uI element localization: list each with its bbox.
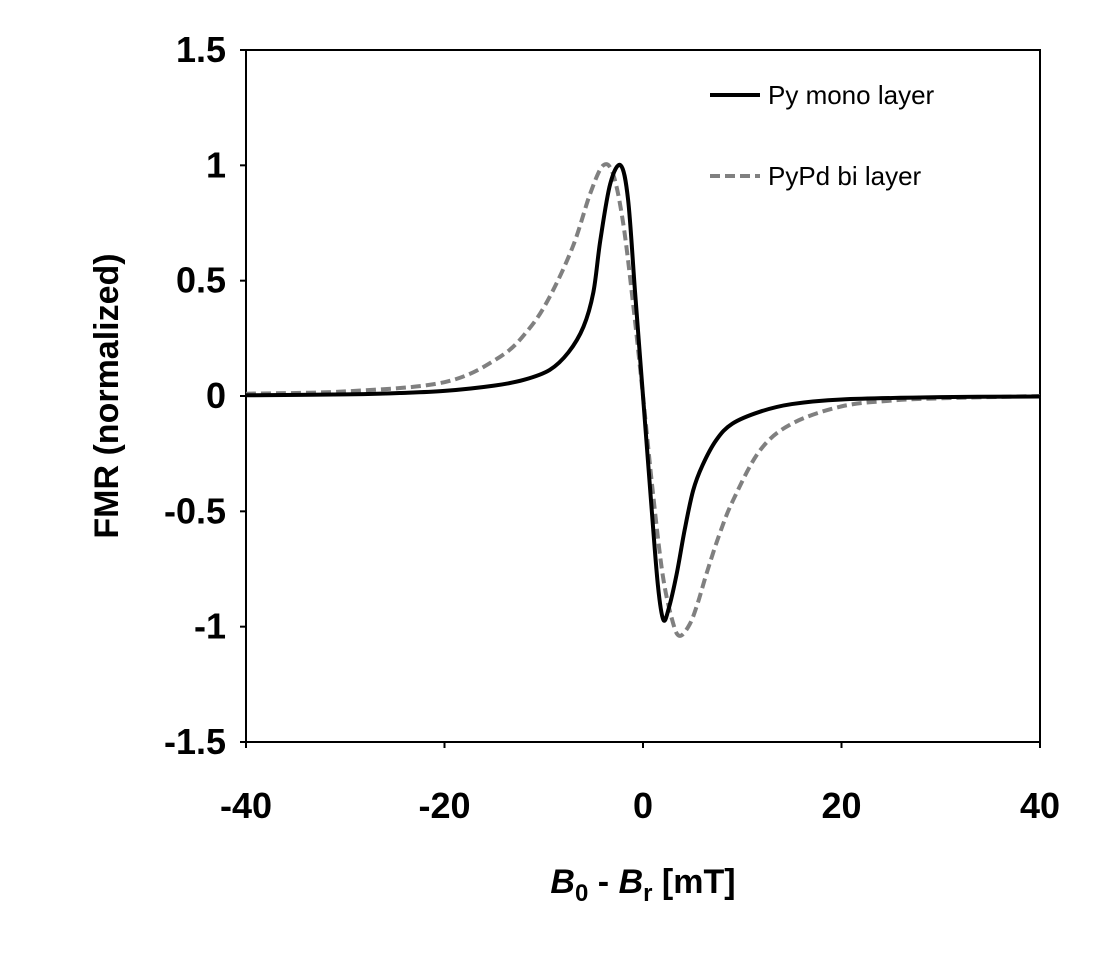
x-label-sub0: 0 [575, 880, 588, 907]
x-tick-label: 20 [821, 785, 861, 826]
legend: Py mono layer PyPd bi layer [710, 80, 935, 191]
legend-label-pypd-bi: PyPd bi layer [768, 161, 922, 191]
x-label-minus: - [588, 863, 618, 901]
tick-marks [240, 49, 1041, 748]
series-line-py-mono [245, 162, 1041, 623]
y-tick-labels: 1.5 1 0.5 0 -0.5 -1 -1.5 [164, 29, 226, 762]
y-axis-label: FMR (normalized) [88, 253, 126, 538]
y-tick-label: -0.5 [164, 490, 226, 531]
y-tick-label: 0 [206, 375, 226, 416]
legend-label-py-mono: Py mono layer [768, 80, 935, 110]
y-tick-label: 0.5 [176, 260, 226, 301]
x-tick-label: 40 [1020, 785, 1060, 826]
y-tick-label: -1 [194, 606, 226, 647]
x-tick-labels: -40 -20 0 20 40 [220, 785, 1060, 826]
x-label-unit: [mT] [652, 863, 735, 901]
x-tick-label: -20 [418, 785, 470, 826]
series-lines [245, 162, 1041, 638]
x-label-subr: r [643, 880, 652, 907]
x-tick-label: 0 [633, 785, 653, 826]
series-line-pypd-bi [245, 162, 1041, 638]
x-tick-label: -40 [220, 785, 272, 826]
y-tick-label: 1 [206, 144, 226, 185]
x-label-br: B [619, 863, 644, 901]
y-tick-label: 1.5 [176, 29, 226, 70]
x-axis-label: B0 - Br [mT] [550, 863, 735, 907]
y-tick-label: -1.5 [164, 721, 226, 762]
x-label-b0: B [550, 863, 575, 901]
